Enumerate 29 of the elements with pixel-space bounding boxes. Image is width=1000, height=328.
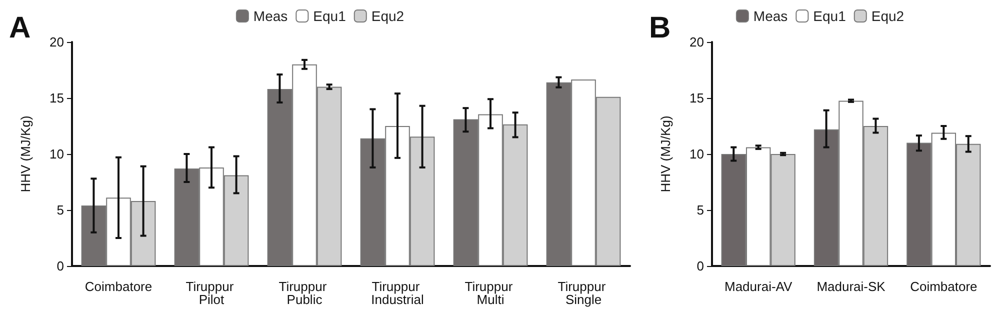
legend-label: Meas — [753, 8, 788, 24]
legend-label: Equ1 — [313, 8, 346, 24]
legend-label: Equ2 — [871, 8, 904, 24]
x-tick-label: Tiruppur Pilot — [186, 279, 238, 307]
y-axis-title: HHV (MJ/Kg) — [18, 116, 33, 192]
y-tick-label: 5 — [56, 202, 64, 218]
x-tick-label: Tiruppur Single — [558, 279, 610, 307]
y-tick-label: 5 — [696, 202, 704, 218]
legend-label: Equ2 — [371, 8, 404, 24]
chart-title: B — [649, 12, 671, 44]
legend-label: Meas — [253, 8, 288, 24]
y-tick-label: 15 — [690, 90, 704, 106]
chart-title: A — [9, 12, 31, 44]
legend-label: Equ1 — [813, 8, 846, 24]
y-tick-label: 10 — [690, 146, 704, 162]
y-tick-label: 0 — [696, 258, 704, 274]
x-tick-label: Tiruppur Multi — [464, 279, 516, 307]
x-tick-label: Tiruppur Public — [278, 279, 330, 307]
y-tick-label: 20 — [50, 34, 64, 50]
y-tick-label: 20 — [690, 34, 704, 50]
x-tick-label: Coimbatore — [84, 279, 152, 294]
y-tick-label: 10 — [50, 146, 64, 162]
x-tick-label: Madurai-SK — [816, 279, 886, 294]
x-tick-label: Coimbatore — [910, 279, 978, 294]
x-tick-label: Tiruppur Industrial — [371, 279, 424, 307]
y-tick-label: 0 — [56, 258, 64, 274]
x-tick-label: Madurai-AV — [724, 279, 792, 294]
y-tick-label: 15 — [50, 90, 64, 106]
y-axis-title: HHV (MJ/Kg) — [658, 116, 673, 192]
